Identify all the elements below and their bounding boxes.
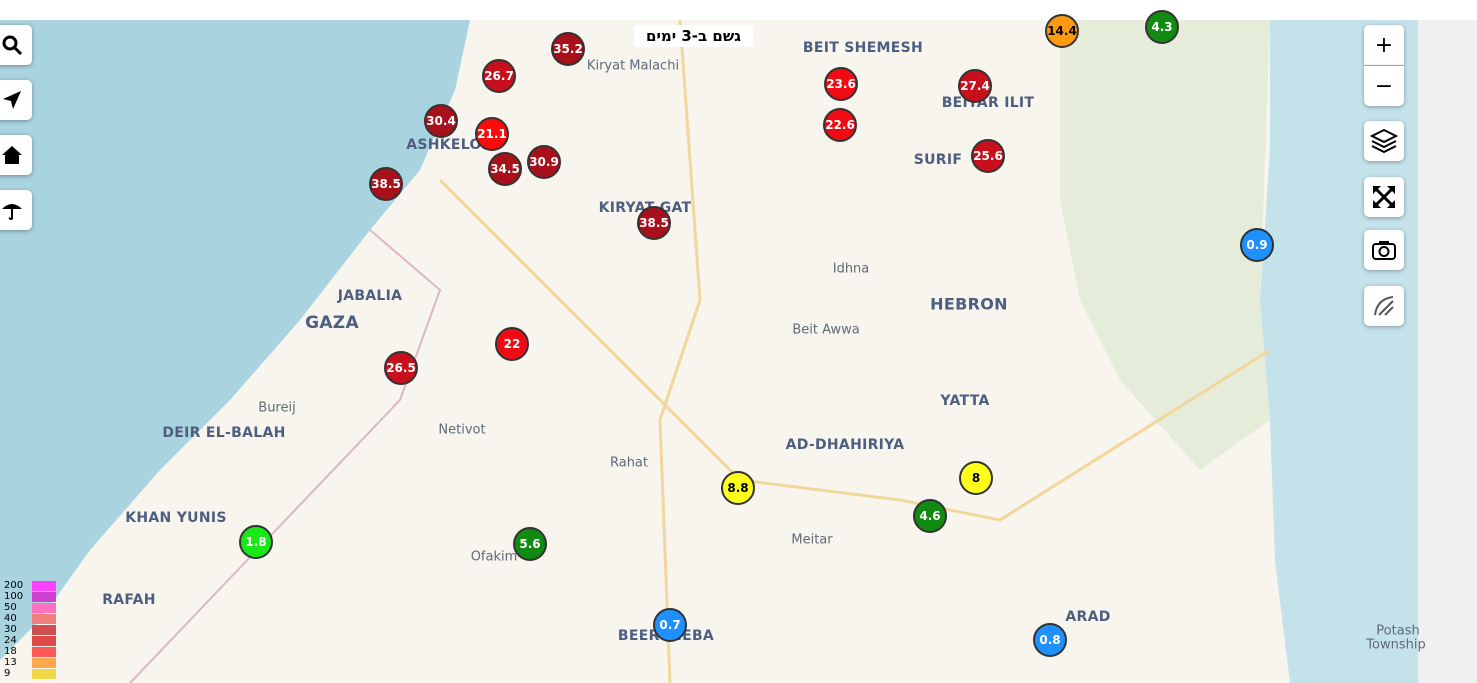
rain-marker[interactable]: 8.8: [721, 471, 755, 505]
icon: [1372, 241, 1396, 260]
legend-swatch: [32, 658, 56, 668]
legend-label: 24: [4, 635, 17, 646]
rain-marker[interactable]: 1.8: [239, 525, 273, 559]
place-label: ARAD: [1065, 609, 1111, 625]
icon: [1372, 185, 1396, 209]
place-label: KHAN YUNIS: [125, 510, 227, 526]
place-label: BEITAR ILIT: [941, 95, 1035, 111]
legend-swatch: [32, 592, 56, 602]
rain-marker[interactable]: 22.6: [823, 108, 857, 142]
rain-marker[interactable]: 26.5: [384, 351, 418, 385]
rain-marker[interactable]: 22: [495, 327, 529, 361]
rain-marker[interactable]: 14.4: [1045, 14, 1079, 48]
legend-label: 30: [4, 624, 17, 635]
legend-swatch: [32, 647, 56, 657]
zoom-in[interactable]: +: [1364, 25, 1404, 65]
legend-label: 18: [4, 646, 17, 657]
browser-bar: [0, 0, 1477, 20]
place-label: Bureij: [258, 400, 296, 416]
place-label: Potash: [1376, 623, 1420, 639]
map-title: גשם ב-3 ימים: [634, 25, 753, 47]
zoom-out[interactable]: −: [1364, 66, 1404, 106]
rain-marker[interactable]: 30.9: [527, 145, 561, 179]
fullscreen-button[interactable]: [1364, 177, 1404, 217]
rain-marker[interactable]: 5.6: [513, 527, 547, 561]
road: [658, 19, 702, 683]
rain-marker[interactable]: 38.5: [637, 206, 671, 240]
place-label: ASHKELON: [406, 137, 494, 153]
rain-marker[interactable]: 4.6: [913, 499, 947, 533]
place-label: Township: [1366, 637, 1426, 653]
rain-marker[interactable]: 21.1: [475, 117, 509, 151]
legend-label: 200: [4, 580, 24, 591]
legend-label: 40: [4, 613, 17, 624]
place-label: SURIF: [913, 152, 963, 168]
rain-marker[interactable]: 35.2: [551, 32, 585, 66]
rain-marker[interactable]: 0.9: [1240, 228, 1274, 262]
green-area: [1060, 20, 1270, 470]
place-label: DEIR EL-BALAH: [162, 425, 286, 441]
icon: [1370, 128, 1398, 154]
rain-marker[interactable]: 30.4: [424, 104, 458, 138]
place-label: Netivot: [438, 422, 486, 438]
legend-swatch: [32, 636, 56, 646]
place-label: GAZA: [305, 313, 359, 333]
legend-swatch: [32, 581, 56, 591]
place-label: BEIT SHEMESH: [802, 40, 924, 56]
rain-marker[interactable]: 34.5: [488, 152, 522, 186]
camera-button[interactable]: [1364, 230, 1404, 270]
place-label: HEBRON: [930, 294, 1008, 314]
legend-label: 9: [4, 668, 11, 679]
legend-swatch: [32, 603, 56, 613]
place-label: Idhna: [832, 261, 870, 277]
icon: [1374, 296, 1394, 316]
legend-label: 50: [4, 602, 17, 613]
rain-marker[interactable]: 27.4: [958, 69, 992, 103]
place-label: Rahat: [609, 455, 649, 471]
rain-marker[interactable]: 23.6: [824, 67, 858, 101]
scrollbar-area: [1418, 20, 1477, 683]
draw-button[interactable]: [1364, 286, 1404, 326]
rain-marker[interactable]: 38.5: [369, 167, 403, 201]
rain-marker[interactable]: 4.3: [1145, 10, 1179, 44]
place-label: Ofakim: [470, 549, 518, 565]
rain-marker[interactable]: 8: [959, 461, 993, 495]
rain-marker[interactable]: 25.6: [971, 139, 1005, 173]
rain-button[interactable]: [0, 190, 32, 230]
sea: [0, 20, 470, 660]
icon: [2, 146, 22, 164]
legend-swatch: [32, 669, 56, 679]
rain-marker[interactable]: 26.7: [482, 59, 516, 93]
legend-label: 13: [4, 657, 17, 668]
rain-marker[interactable]: 0.8: [1033, 623, 1067, 657]
place-label: RAFAH: [102, 592, 156, 608]
legend-label: 100: [4, 591, 24, 602]
rain-marker[interactable]: 0.7: [653, 608, 687, 642]
home-button[interactable]: [0, 135, 32, 175]
layers-button[interactable]: [1364, 121, 1404, 161]
icon: [2, 204, 22, 220]
icon: [2, 35, 23, 56]
place-label: Meitar: [791, 532, 833, 548]
search-button[interactable]: [0, 25, 32, 65]
legend-swatch: [32, 614, 56, 624]
place-label: AD-DHAHIRIYA: [785, 437, 905, 453]
place-label: Beit Awwa: [792, 322, 860, 338]
road: [438, 178, 1271, 522]
icon: [3, 91, 21, 109]
place-label: Kiryat Malachi: [586, 58, 680, 74]
locate-button[interactable]: [0, 80, 32, 120]
legend-swatch: [32, 625, 56, 635]
dead-sea: [1260, 20, 1418, 683]
place-label: YATTA: [940, 393, 990, 409]
place-label: JABALIA: [337, 288, 403, 304]
